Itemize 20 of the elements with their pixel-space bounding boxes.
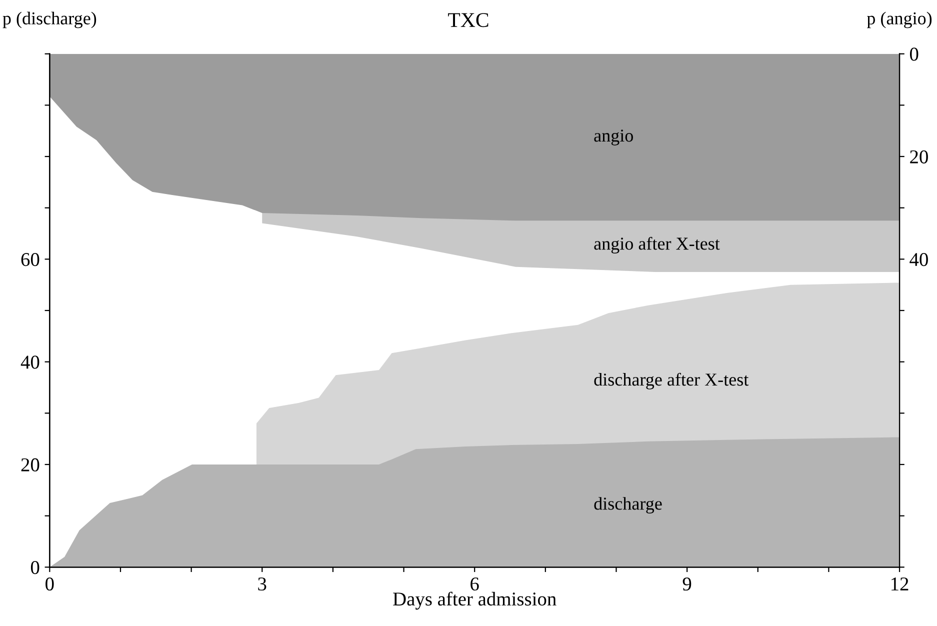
series-label: discharge (594, 497, 662, 514)
y-tick-label: 60 (21, 252, 40, 266)
y-tick-label: 20 (21, 458, 40, 472)
x-tick-label: 12 (892, 577, 908, 590)
y-tick-label: 0 (30, 560, 40, 574)
chart-title: TXC (448, 13, 488, 28)
y2-axis-title: p (angio) (866, 12, 932, 28)
x-tick-label: 6 (470, 577, 479, 591)
x-tick-label: 9 (682, 577, 692, 591)
x-axis-title: Days after admission (393, 592, 556, 610)
y-axis-title: p (discharge) (2, 12, 96, 28)
y-tick-label: 40 (20, 356, 40, 369)
y2-tick-label: 0 (910, 48, 918, 61)
series-label: angio (594, 130, 633, 146)
series-label: angio after X-test (594, 236, 720, 254)
x-tick-label: 0 (46, 577, 54, 591)
y2-tick-label: 40 (910, 252, 928, 266)
x-tick-label: 3 (258, 577, 266, 591)
y2-tick-label: 20 (910, 150, 928, 164)
series-label: discharge after X-test (594, 372, 749, 390)
